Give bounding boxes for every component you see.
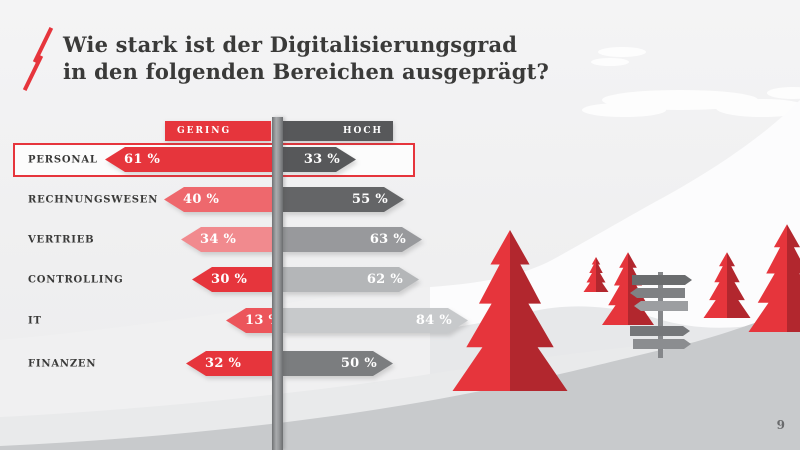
bar-gering: 13 % xyxy=(226,308,276,333)
signpost-icon xyxy=(630,272,692,358)
bar-gering: 40 % xyxy=(164,187,276,212)
legend-gering: GERING xyxy=(165,121,271,141)
bar-gering: 32 % xyxy=(186,351,276,376)
bar-value: 62 % xyxy=(366,272,403,287)
bar-hoch: 50 % xyxy=(283,351,393,376)
legend-hoch: HOCH xyxy=(283,121,393,141)
bar-value: 30 % xyxy=(211,272,248,287)
bar-value: 33 % xyxy=(303,152,340,167)
chart-row-vertrieb: VERTRIEB 34 % 63 % xyxy=(0,227,800,252)
bar-value: 84 % xyxy=(415,313,452,328)
bar-gering: 34 % xyxy=(181,227,276,252)
bar-hoch: 63 % xyxy=(283,227,422,252)
page-title-line2: in den folgenden Bereichen ausgeprägt? xyxy=(63,59,550,84)
road xyxy=(0,308,800,450)
bar-value: 32 % xyxy=(205,356,242,371)
page-title-line1: Wie stark ist der Digitalisierungsgrad xyxy=(63,32,518,57)
bar-hoch: 33 % xyxy=(283,147,356,172)
bar-hoch: 55 % xyxy=(283,187,404,212)
chart-row-finanzen: FINANZEN 32 % 50 % xyxy=(0,351,800,376)
category-label: IT xyxy=(28,315,42,326)
chart-row-personal: PERSONAL 61 % 33 % xyxy=(0,147,800,172)
category-label: FINANZEN xyxy=(28,358,97,369)
bar-value: 13 % xyxy=(245,313,282,328)
chart-row-controlling: CONTROLLING 30 % 62 % xyxy=(0,267,800,292)
chart-row-it: IT 13 % 84 % xyxy=(0,308,800,333)
legend-hoch-label: HOCH xyxy=(342,126,383,136)
bar-hoch: 84 % xyxy=(283,308,468,333)
bar-value: 50 % xyxy=(340,356,377,371)
cloud-icon xyxy=(582,47,800,117)
page-number: 9 xyxy=(776,418,785,432)
bar-value: 40 % xyxy=(183,192,220,207)
bar-value: 63 % xyxy=(369,232,406,247)
chart-row-rechnungswesen: RECHNUNGSWESEN 40 % 55 % xyxy=(0,187,800,212)
bar-value: 55 % xyxy=(351,192,388,207)
signpost-pole xyxy=(272,117,283,450)
bar-gering: 30 % xyxy=(192,267,276,292)
bar-gering: 61 % xyxy=(105,147,276,172)
category-label: VERTRIEB xyxy=(28,234,95,245)
bar-value: 34 % xyxy=(200,232,237,247)
category-label: RECHNUNGSWESEN xyxy=(28,194,159,205)
bar-value: 61 % xyxy=(124,152,161,167)
category-label: PERSONAL xyxy=(28,154,98,165)
page-title: Wie stark ist der Digitalisierungsgrad i… xyxy=(63,31,549,85)
category-label: CONTROLLING xyxy=(28,274,124,285)
legend-gering-label: GERING xyxy=(177,126,232,136)
bar-hoch: 62 % xyxy=(283,267,419,292)
